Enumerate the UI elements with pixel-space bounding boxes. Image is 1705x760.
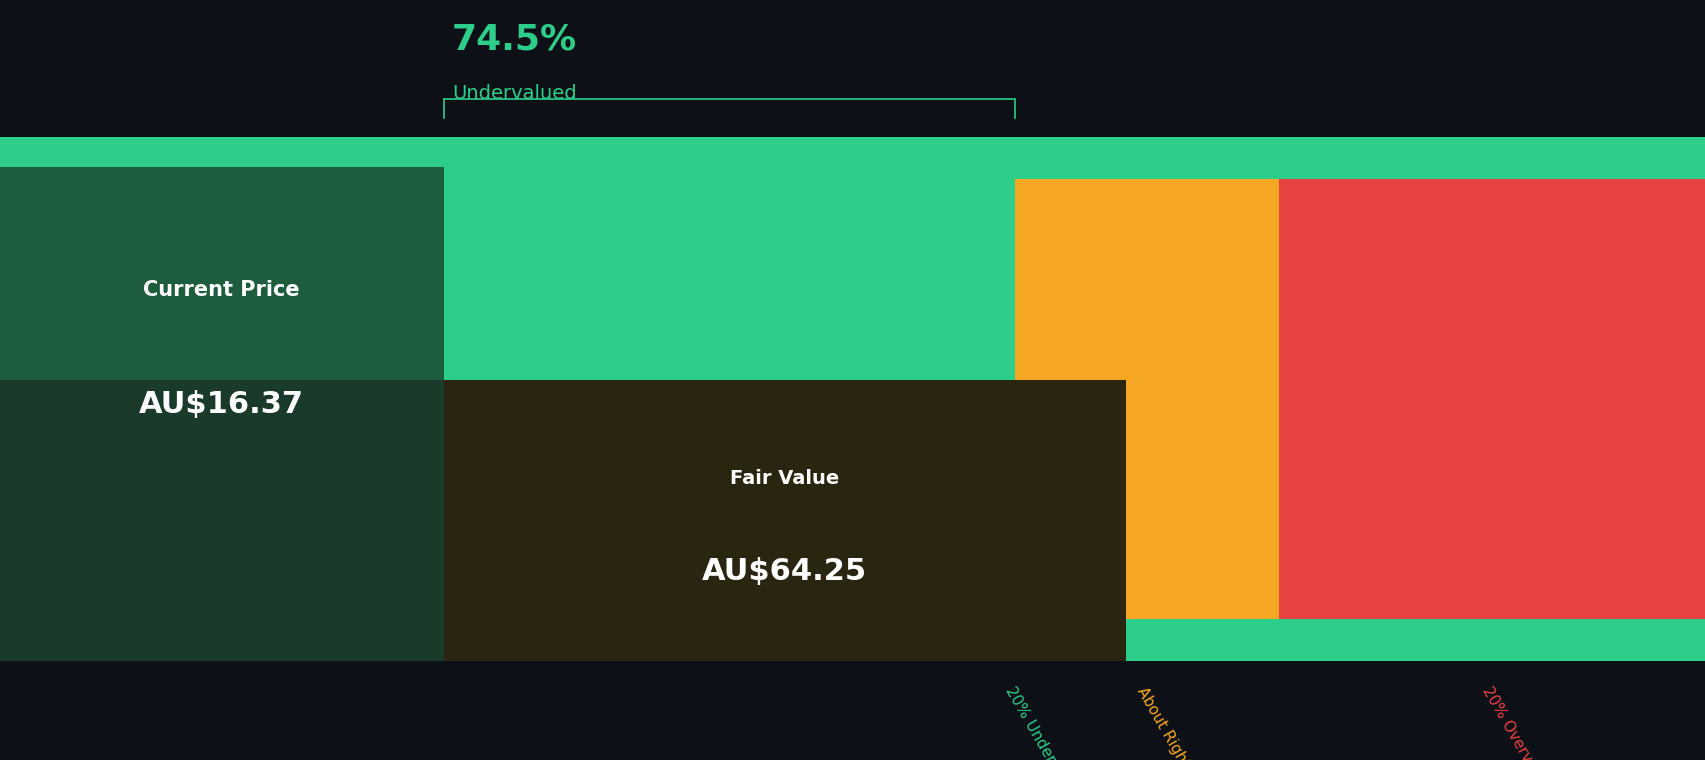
Bar	[0, 179, 1014, 619]
Bar	[1014, 179, 1279, 619]
Text: Current Price: Current Price	[143, 280, 300, 299]
Text: 20% Undervalued: 20% Undervalued	[1001, 684, 1083, 760]
Bar	[1279, 179, 1705, 619]
Text: AU$64.25: AU$64.25	[702, 557, 866, 586]
Text: Fair Value: Fair Value	[730, 469, 839, 488]
Bar	[0, 619, 1705, 661]
Bar	[0, 137, 1705, 179]
Text: 20% Overvalued: 20% Overvalued	[1478, 684, 1555, 760]
Bar	[0, 380, 1014, 661]
Bar	[0, 167, 443, 517]
Text: Undervalued: Undervalued	[452, 84, 576, 103]
Text: AU$16.37: AU$16.37	[140, 391, 303, 420]
Text: 74.5%: 74.5%	[452, 23, 576, 57]
Bar	[443, 380, 1125, 661]
Text: About Right: About Right	[1134, 684, 1192, 760]
